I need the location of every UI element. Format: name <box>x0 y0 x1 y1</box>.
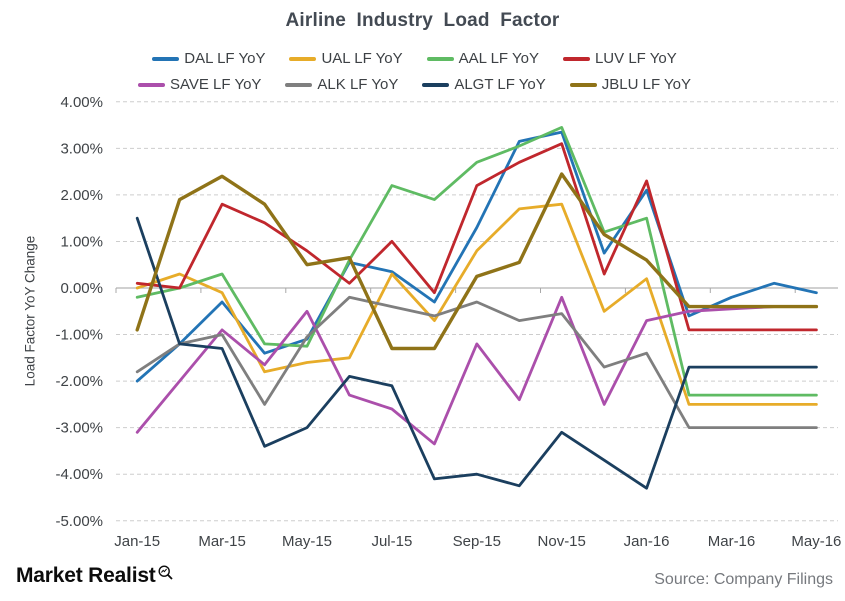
legend-label-ual: UAL LF YoY <box>321 50 403 67</box>
y-axis-title: Load Factor YoY Change <box>22 235 38 387</box>
series-line-aal <box>135 126 818 397</box>
legend-swatch-luv <box>562 56 590 61</box>
logo-text: Market Realist <box>16 564 156 587</box>
x-tick-label: Sep-15 <box>453 533 501 550</box>
x-tick-label: May-15 <box>282 533 332 550</box>
y-tick-label: -3.00% <box>55 420 103 437</box>
legend-label-luv: LUV LF YoY <box>594 50 677 67</box>
y-tick-label: 4.00% <box>60 94 103 111</box>
x-tick-label: Jul-15 <box>371 533 412 550</box>
legend-row-1: DAL LF YoY UAL LF YoY AAL LF YoY LUV LF YoY <box>152 47 677 70</box>
legend-item-jblu: JBLU LF YoY <box>569 76 692 93</box>
x-tick-label: Mar-16 <box>708 533 756 550</box>
x-tick-label: Mar-15 <box>198 533 246 550</box>
series-line-luv <box>135 142 818 332</box>
legend: DAL LF YoY UAL LF YoY AAL LF YoY LUV LF YoY… <box>0 47 829 96</box>
legend-item-dal: DAL LF YoY <box>152 50 265 67</box>
legend-label-algt: ALGT LF YoY <box>454 76 546 93</box>
y-tick-label: -1.00% <box>55 327 103 344</box>
legend-swatch-aal <box>426 56 454 61</box>
legend-swatch-dal <box>152 56 180 61</box>
x-tick-label: Nov-15 <box>538 533 586 550</box>
y-tick-label: 1.00% <box>60 233 103 250</box>
series-line-ual <box>135 202 818 406</box>
series-line-save <box>135 295 818 446</box>
source-note: Source: Company Filings <box>654 571 833 588</box>
legend-swatch-ual <box>289 56 317 61</box>
x-tick-label: Jan-16 <box>624 533 670 550</box>
y-tick-label: -2.00% <box>55 373 103 390</box>
y-tick-label: 3.00% <box>60 140 103 157</box>
series-line-jblu <box>135 172 819 351</box>
y-tick-label: -4.00% <box>55 466 103 483</box>
y-tick-label: 2.00% <box>60 187 103 204</box>
legend-swatch-save <box>137 82 165 87</box>
legend-swatch-alk <box>285 82 313 87</box>
y-tick-label: -5.00% <box>55 513 103 530</box>
legend-label-alk: ALK LF YoY <box>317 76 399 93</box>
chart-title: Airline Industry Load Factor <box>285 10 560 31</box>
magnifier-icon <box>158 563 174 587</box>
legend-label-dal: DAL LF YoY <box>184 50 266 67</box>
y-tick-label: 0.00% <box>60 280 103 297</box>
legend-label-save: SAVE LF YoY <box>169 76 262 93</box>
legend-label-aal: AAL LF YoY <box>458 50 539 67</box>
legend-item-algt: ALGT LF YoY <box>422 76 546 93</box>
x-tick-label: Jan-15 <box>114 533 160 550</box>
legend-swatch-jblu <box>569 82 597 87</box>
legend-swatch-algt <box>422 82 450 87</box>
legend-item-aal: AAL LF YoY <box>426 50 539 67</box>
x-tick-label: May-16 <box>791 533 841 550</box>
series-line-algt <box>135 216 818 490</box>
logo: Market Realist <box>16 564 174 588</box>
legend-item-ual: UAL LF YoY <box>289 50 403 67</box>
legend-item-luv: LUV LF YoY <box>562 50 677 67</box>
legend-item-alk: ALK LF YoY <box>285 76 398 93</box>
legend-item-save: SAVE LF YoY <box>137 76 262 93</box>
legend-row-2: SAVE LF YoY ALK LF YoY ALGT LF YoY JBLU LF … <box>137 73 692 96</box>
legend-label-jblu: JBLU LF YoY <box>601 76 692 93</box>
series-line-alk <box>135 295 818 430</box>
